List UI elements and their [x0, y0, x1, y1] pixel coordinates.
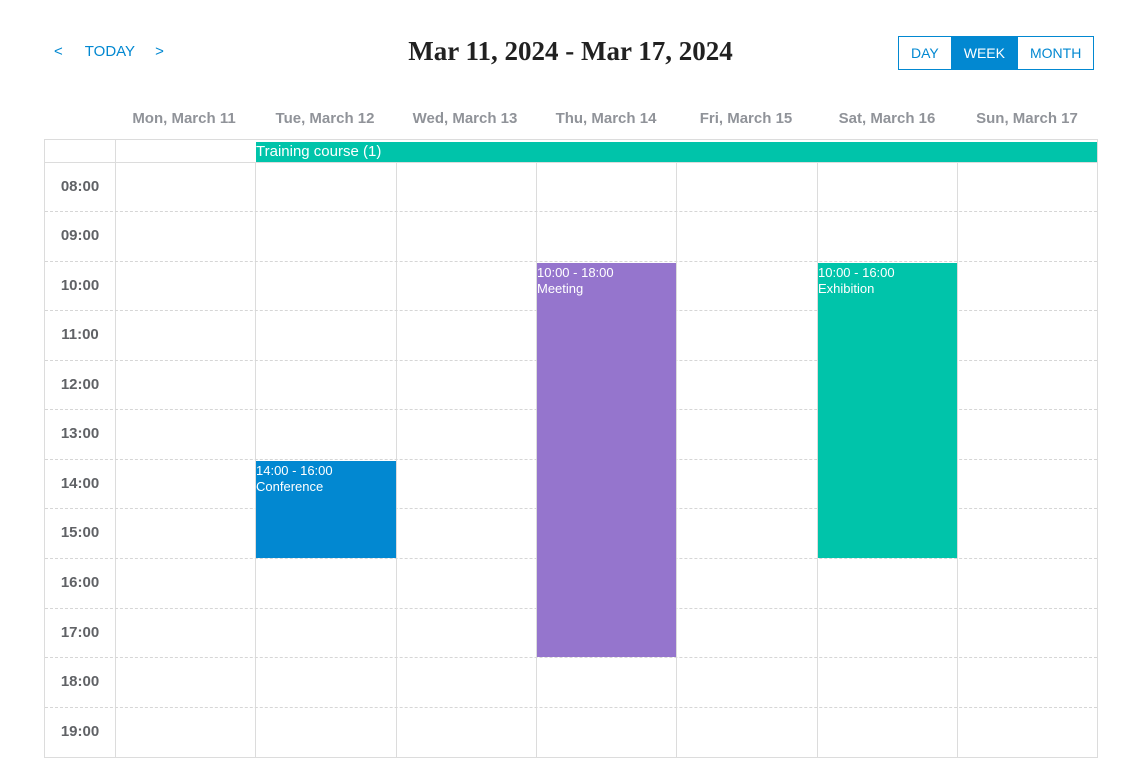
column-divider	[115, 140, 116, 757]
hour-label: 08:00	[60, 178, 100, 195]
hour-label: 16:00	[60, 574, 100, 591]
hour-label: 11:00	[61, 326, 99, 343]
hour-label: 12:00	[60, 376, 100, 393]
event-meeting[interactable]: 10:00 - 18:00 Meeting	[537, 263, 676, 657]
event-title: Meeting	[537, 281, 584, 296]
day-header: Wed, March 13	[412, 110, 518, 127]
day-header: Fri, March 15	[699, 110, 793, 127]
day-header: Tue, March 12	[275, 110, 375, 127]
event-conference[interactable]: 14:00 - 16:00 Conference	[256, 461, 396, 558]
view-switcher: DAY WEEK MONTH	[898, 36, 1095, 70]
hour-label: 10:00	[60, 277, 100, 294]
week-view-button[interactable]: WEEK	[950, 37, 1017, 69]
next-week-button[interactable]: >	[155, 43, 164, 60]
today-button[interactable]: TODAY	[84, 43, 136, 60]
day-view-button[interactable]: DAY	[911, 45, 939, 61]
hour-divider	[45, 211, 1097, 212]
hour-label: 17:00	[60, 624, 100, 641]
hour-divider	[45, 707, 1097, 708]
day-header: Mon, March 11	[132, 110, 236, 127]
day-header: Sat, March 16	[838, 110, 936, 127]
all-day-row	[45, 140, 1097, 163]
previous-week-button[interactable]: <	[54, 43, 63, 60]
event-time: 14:00 - 16:00	[256, 463, 333, 478]
all-day-event-training-course[interactable]: Training course (1)	[256, 142, 1097, 162]
event-time: 10:00 - 16:00	[818, 265, 895, 280]
event-exhibition[interactable]: 10:00 - 16:00 Exhibition	[818, 263, 957, 558]
month-view-button[interactable]: MONTH	[1016, 37, 1093, 69]
event-title: Conference	[256, 479, 324, 494]
time-grid: 08:00 09:00 10:00 11:00 12:00 13:00 14:0…	[44, 139, 1098, 758]
day-header: Sun, March 17	[976, 110, 1078, 127]
hour-label: 09:00	[60, 227, 100, 244]
day-header: Thu, March 14	[555, 110, 657, 127]
hour-label: 13:00	[60, 425, 100, 442]
hour-label: 19:00	[60, 723, 100, 740]
date-range-title: Mar 11, 2024 - Mar 17, 2024	[408, 36, 733, 66]
date-navigation: < TODAY >	[54, 43, 164, 60]
event-title: Exhibition	[818, 281, 875, 296]
hour-divider	[45, 261, 1097, 262]
hour-label: 18:00	[60, 673, 100, 690]
event-time: 10:00 - 18:00	[537, 265, 614, 280]
week-calendar: Mon, March 11 Tue, March 12 Wed, March 1…	[44, 100, 1098, 758]
hour-label: 14:00	[60, 475, 100, 492]
hour-divider	[45, 657, 1097, 658]
hour-label: 15:00	[60, 524, 100, 541]
